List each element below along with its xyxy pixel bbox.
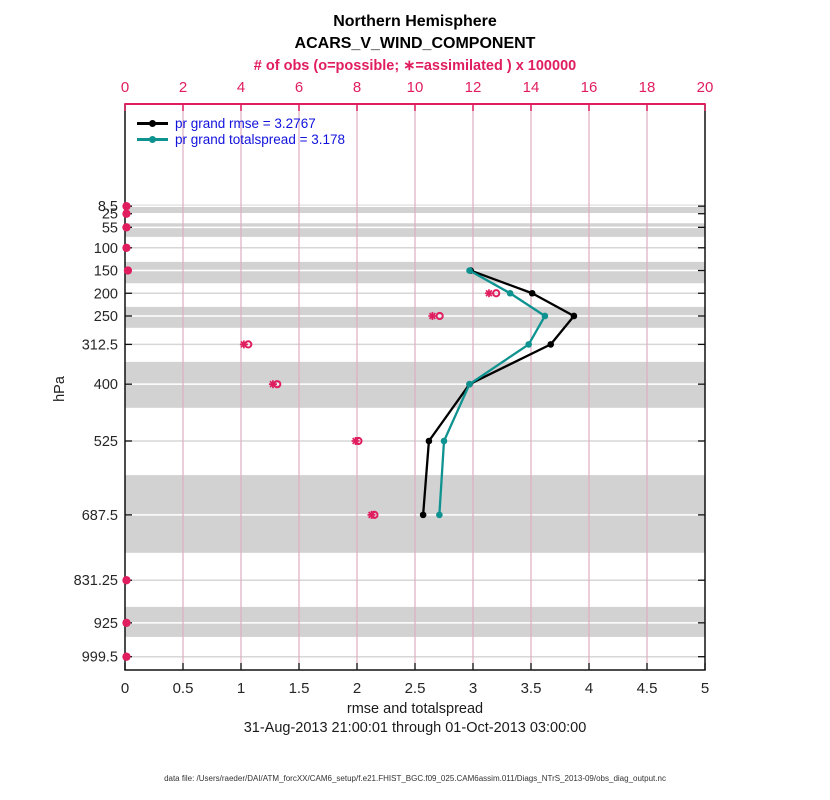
- pr-grand-totalspread-marker: [466, 267, 473, 274]
- bottom-tick-label: 1: [237, 680, 245, 697]
- legend-label-totalspread: pr grand totalspread = 3.178: [175, 132, 345, 148]
- timespan-text: 31-Aug-2013 21:00:01 through 01-Oct-2013…: [243, 720, 587, 736]
- top-tick-label: 6: [295, 79, 303, 96]
- bottom-tick-label: 3.5: [521, 680, 542, 697]
- pr-grand-totalspread-marker: [466, 380, 473, 388]
- obs-possible-circle: [370, 510, 379, 519]
- chart-title: Northern Hemisphere: [333, 13, 497, 30]
- y-axis-label: hPa: [51, 376, 68, 402]
- obs-possible-circle: [122, 223, 131, 232]
- bottom-tick-label: 2.5: [405, 680, 426, 697]
- legend-label-rmse: pr grand rmse = 3.2767: [175, 115, 316, 131]
- top-tick-label: 2: [179, 79, 187, 96]
- pr-grand-rmse-marker: [547, 341, 555, 348]
- top-tick-label: 12: [465, 79, 482, 96]
- pr-grand-rmse-marker: [528, 289, 536, 297]
- pr-grand-rmse-marker: [419, 511, 427, 519]
- obs-possible-circle: [122, 209, 131, 218]
- y-level-label: 687.5: [82, 508, 118, 524]
- bottom-tick-label: 0.5: [173, 680, 194, 697]
- y-level-label: 312.5: [82, 337, 118, 353]
- y-level-label: 999.5: [82, 650, 118, 666]
- top-tick-label: 10: [407, 79, 424, 96]
- obs-possible-circle: [123, 266, 133, 275]
- y-level-label: 8.5: [98, 199, 118, 215]
- y-level-label: 250: [94, 309, 118, 325]
- y-level-label: 525: [94, 434, 118, 450]
- top-tick-label: 14: [523, 79, 540, 96]
- obs-possible-circle: [122, 618, 131, 627]
- obs-possible-circle: [244, 340, 253, 349]
- rmse-line-swatch: [137, 119, 168, 127]
- obs-possible-circle: [122, 652, 131, 661]
- top-tick-label: 8: [353, 79, 361, 96]
- legend-item-totalspread: pr grand totalspread = 3.178: [137, 132, 345, 149]
- pr-grand-totalspread-marker: [440, 437, 448, 445]
- y-level-label: 25: [102, 207, 118, 223]
- top-tick-label: 4: [237, 79, 245, 96]
- y-level-label: 100: [94, 241, 118, 257]
- pr-grand-totalspread-marker: [525, 341, 532, 348]
- y-level-label: 55: [102, 220, 118, 236]
- legend: pr grand rmse = 3.2767 pr grand totalspr…: [137, 115, 345, 148]
- bottom-tick-label: 2: [353, 680, 361, 697]
- obs-possible-circle: [354, 436, 363, 446]
- pr-grand-totalspread-marker: [436, 511, 443, 519]
- top-tick-label: 0: [121, 79, 129, 96]
- obs-possible-circle: [435, 311, 444, 321]
- top-tick-label: 20: [697, 79, 714, 96]
- obs-assimilated-asterisk: [485, 289, 493, 297]
- pr-grand-totalspread-marker: [541, 312, 549, 320]
- pr-grand-totalspread-marker: [506, 289, 514, 297]
- top-axis-label: # of obs (o=possible; ∗=assimilated ) x …: [253, 58, 577, 74]
- top-tick-label: 16: [581, 79, 598, 96]
- y-level-label: 200: [94, 286, 118, 302]
- obs-assimilated-asterisk: [428, 312, 436, 320]
- obs-possible-circle: [122, 202, 131, 211]
- obs-possible-circle: [273, 380, 282, 389]
- y-level-label: 150: [94, 264, 118, 280]
- pr-grand-rmse-marker: [425, 437, 433, 445]
- bottom-tick-label: 4.5: [637, 680, 658, 697]
- obs-possible-circle: [122, 243, 131, 252]
- y-level-label: 831.25: [74, 573, 118, 589]
- x-axis-label: rmse and totalspread: [346, 701, 484, 717]
- bottom-tick-label: 5: [701, 680, 709, 697]
- datafile-footer: data file: /Users/raeder/DAI/ATM_forcXX/…: [164, 774, 666, 783]
- totalspread-line-swatch: [137, 136, 168, 144]
- obs-possible-circle: [122, 576, 131, 585]
- bottom-tick-label: 4: [585, 680, 593, 697]
- legend-item-rmse: pr grand rmse = 3.2767: [137, 115, 345, 132]
- bottom-tick-label: 3: [469, 680, 477, 697]
- chart-subtitle: ACARS_V_WIND_COMPONENT: [294, 35, 536, 52]
- top-tick-label: 18: [639, 79, 656, 96]
- pr-grand-rmse-marker: [570, 312, 578, 320]
- y-level-label: 925: [94, 616, 118, 632]
- y-level-label: 400: [94, 377, 118, 393]
- obs-possible-circle: [492, 289, 501, 298]
- bottom-tick-label: 1.5: [289, 680, 310, 697]
- bottom-tick-label: 0: [121, 680, 129, 697]
